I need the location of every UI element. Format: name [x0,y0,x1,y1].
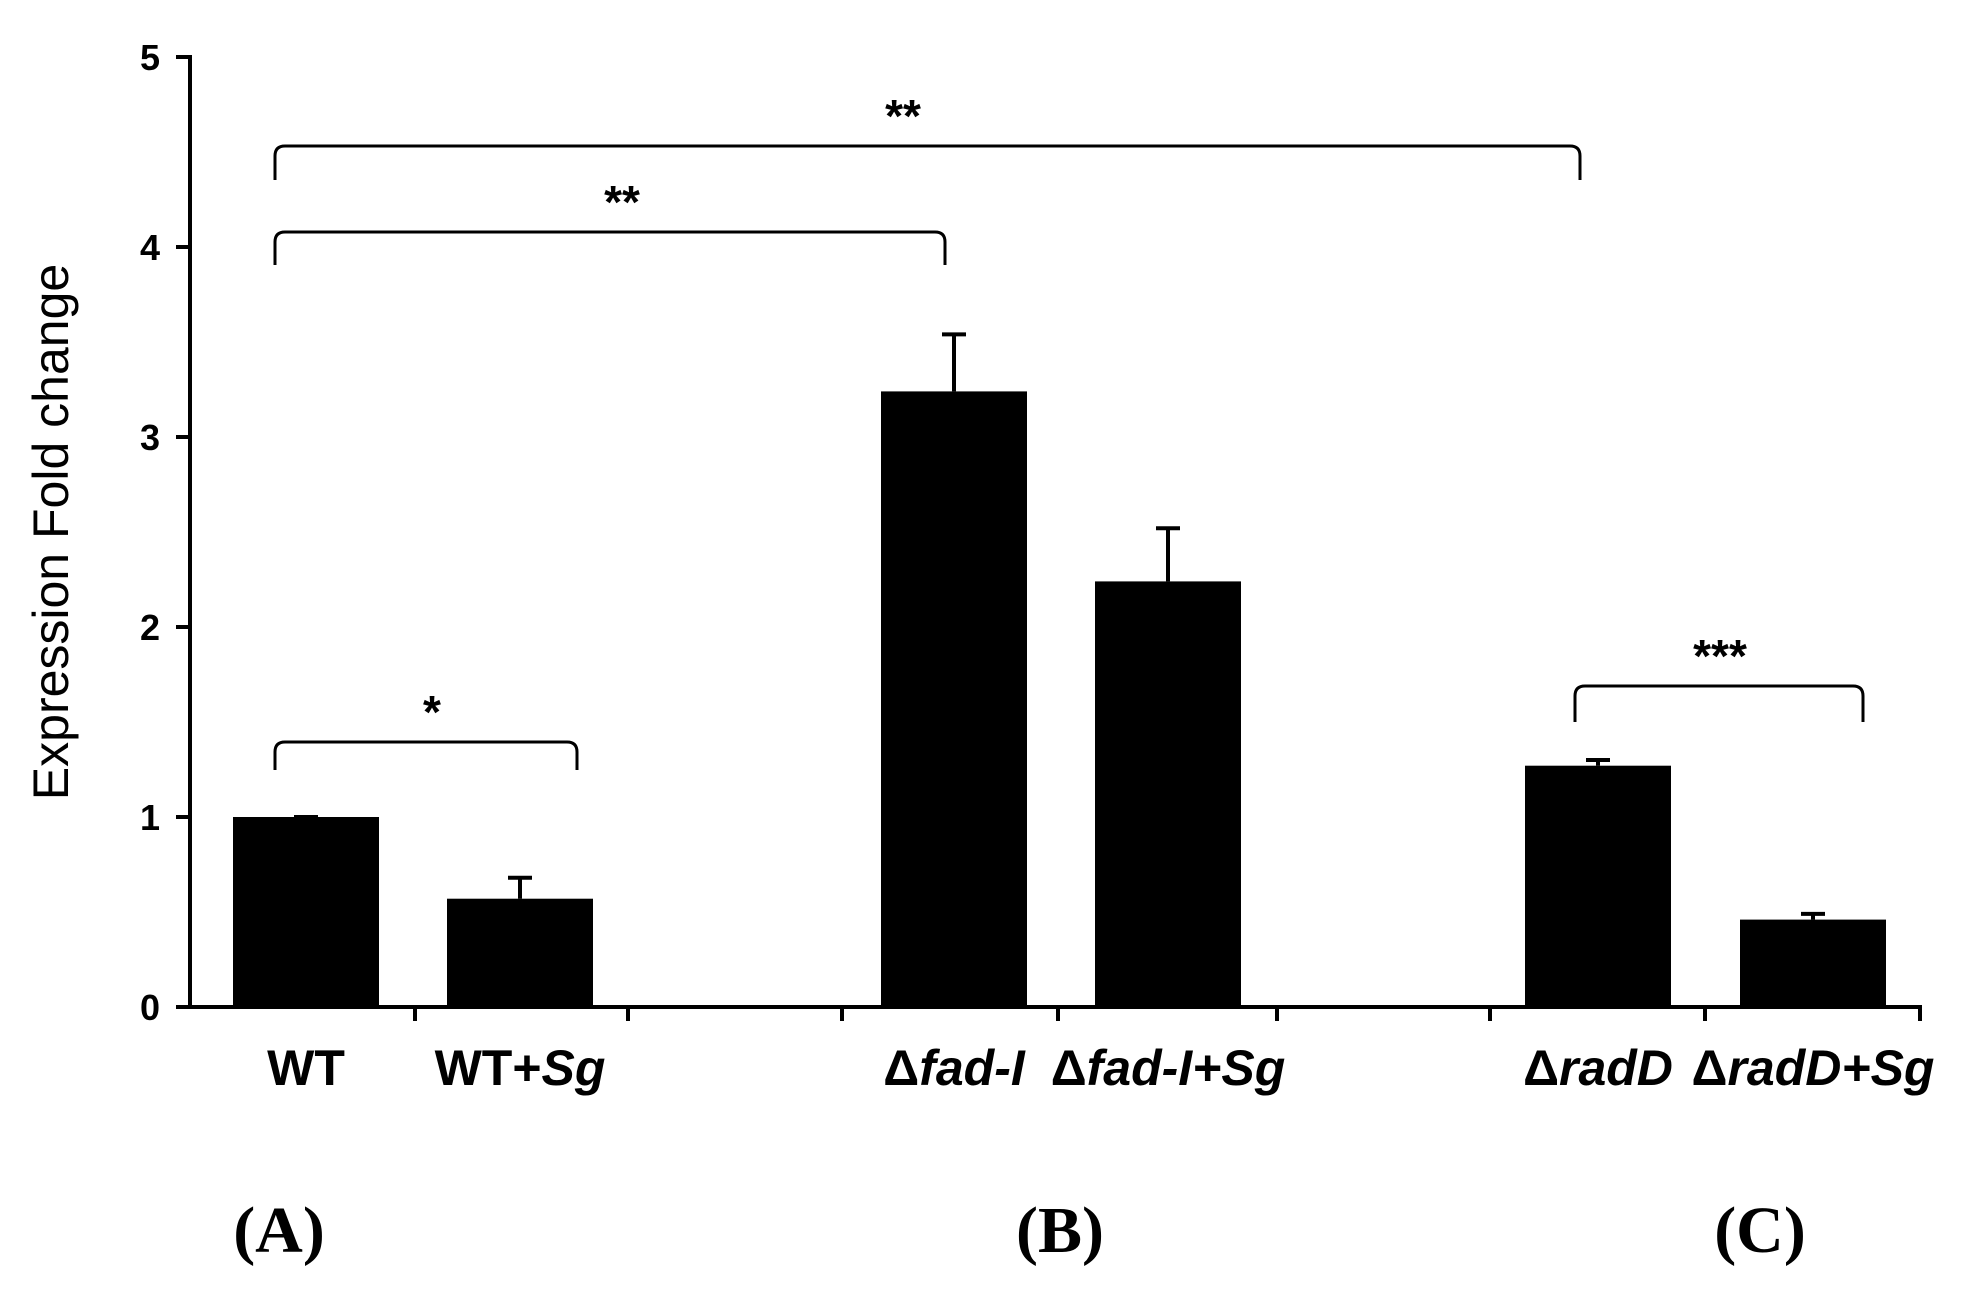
significance-bracket [273,230,947,265]
significance-brackets [273,144,1865,770]
significance-label: *** [1693,630,1747,682]
significance-bracket [1573,684,1865,722]
x-category-label: WT+Sg [435,1040,606,1096]
bar [447,898,593,1007]
bar [1095,581,1241,1007]
y-tick-label: 2 [140,607,160,648]
panel-label: (A) [233,1194,325,1267]
bar [881,391,1027,1007]
y-tick-label: 1 [140,797,160,838]
bar [233,817,379,1007]
x-category-label: ΔradD+Sg [1692,1040,1935,1096]
x-category-label: Δfad-I+Sg [1051,1040,1286,1096]
panel-label: (C) [1714,1194,1806,1267]
bar [1740,919,1886,1007]
y-tick-label: 3 [140,417,160,458]
significance-label: * [423,686,441,738]
bar [1525,765,1671,1007]
x-category-label: ΔradD [1523,1040,1673,1096]
y-tick-label: 0 [140,987,160,1028]
x-category-label: WT [267,1040,345,1096]
significance-label: ** [604,176,640,228]
y-tick-label: 5 [140,37,160,78]
significance-bracket [273,740,579,770]
labels: 0 1 2 3 4 5 Expression Fold change WT WT+Sg Δfad-… [23,37,1934,1267]
significance-bracket [273,144,1582,180]
y-tick-label: 4 [140,227,160,268]
bars [233,332,1886,1007]
x-category-label: Δfad-I [883,1040,1026,1096]
significance-label: ** [885,90,921,142]
panel-label: (B) [1016,1194,1104,1267]
y-axis-title: Expression Fold change [23,264,79,800]
